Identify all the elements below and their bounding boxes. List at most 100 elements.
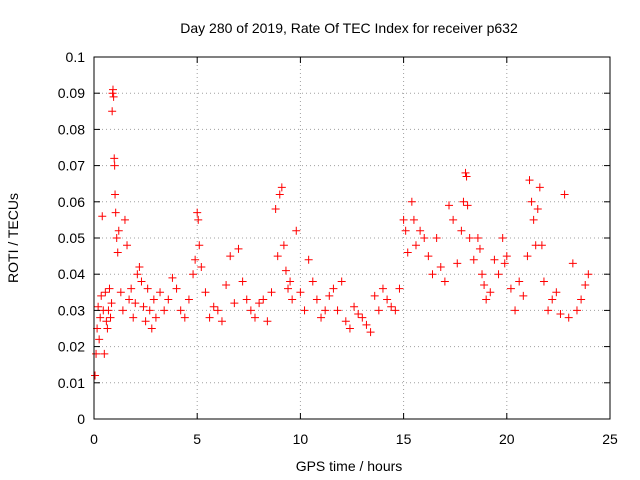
data-point — [556, 310, 565, 319]
data-point — [275, 190, 284, 199]
data-point — [92, 349, 101, 358]
data-point — [383, 295, 392, 304]
data-point — [333, 306, 342, 315]
data-point — [193, 208, 202, 217]
axis-ticks: 0 0.01 0.02 0.03 0.04 0.05 0.06 0.07 0.08 0.09 0.1… — [58, 49, 618, 447]
data-point — [465, 234, 474, 242]
data-point — [370, 291, 379, 300]
data-point — [453, 259, 462, 268]
data-point — [277, 183, 286, 192]
data-point — [581, 281, 590, 290]
data-point — [354, 310, 363, 319]
data-point — [147, 324, 156, 333]
y-tick-label: 0 — [77, 411, 85, 427]
y-tick-label: 0.09 — [58, 85, 85, 101]
data-point — [109, 92, 118, 101]
data-point — [457, 226, 466, 235]
data-point — [544, 306, 553, 315]
data-point — [102, 317, 111, 326]
data-point — [436, 262, 445, 271]
data-point — [107, 299, 116, 308]
data-point — [395, 284, 404, 293]
data-point — [97, 291, 106, 300]
data-point — [449, 215, 458, 224]
gridlines — [94, 57, 610, 419]
data-point — [498, 234, 507, 242]
data-point — [110, 161, 119, 170]
data-point — [120, 215, 129, 224]
data-point — [141, 317, 150, 326]
data-point — [288, 295, 297, 304]
data-point — [108, 85, 117, 94]
data-point — [281, 266, 290, 275]
data-point — [114, 226, 123, 235]
data-point — [527, 197, 536, 206]
x-tick-label: 10 — [293, 431, 309, 447]
data-point — [440, 277, 449, 286]
x-tick-label: 5 — [193, 431, 201, 447]
data-point — [149, 295, 158, 304]
y-tick-label: 0.1 — [66, 49, 86, 65]
x-tick-label: 25 — [602, 431, 618, 447]
data-point — [263, 317, 272, 326]
data-point — [201, 288, 210, 297]
data-point — [176, 306, 185, 315]
data-point — [564, 313, 573, 322]
data-point — [387, 302, 396, 311]
data-point — [378, 284, 387, 293]
chart-title: Day 280 of 2019, Rate Of TEC Index for r… — [180, 20, 518, 36]
y-tick-label: 0.04 — [58, 266, 85, 282]
data-point — [226, 252, 235, 261]
data-point — [101, 288, 110, 297]
data-point — [584, 270, 593, 279]
data-point — [164, 295, 173, 304]
data-point — [250, 313, 259, 322]
plot-frame — [93, 56, 611, 420]
data-point — [391, 306, 400, 315]
data-point — [156, 288, 165, 297]
data-point — [103, 324, 112, 333]
data-point — [473, 234, 482, 242]
data-point — [506, 284, 515, 293]
data-point — [95, 335, 104, 344]
data-point — [529, 215, 538, 224]
data-point — [362, 320, 371, 329]
data-point — [409, 215, 418, 224]
data-point — [537, 241, 546, 250]
data-point — [105, 284, 114, 293]
y-tick-label: 0.06 — [58, 194, 85, 210]
data-point — [106, 313, 115, 322]
data-point — [91, 371, 100, 380]
data-point — [525, 176, 534, 185]
data-point — [135, 262, 144, 271]
data-point — [480, 281, 489, 290]
data-point — [94, 302, 103, 311]
x-tick-label: 15 — [396, 431, 412, 447]
data-point — [230, 299, 239, 308]
data-point — [209, 302, 218, 311]
data-point — [143, 284, 152, 293]
data-point — [205, 313, 214, 322]
data-point — [131, 299, 140, 308]
data-point — [180, 313, 189, 322]
data-point — [475, 244, 484, 253]
data-point — [482, 295, 491, 304]
data-point — [217, 317, 226, 326]
data-point — [308, 277, 317, 286]
data-point — [502, 252, 511, 261]
data-point — [416, 226, 425, 235]
data-point — [548, 295, 557, 304]
data-point — [273, 252, 282, 261]
data-point — [110, 154, 119, 163]
data-point — [329, 284, 338, 293]
data-point — [500, 259, 509, 268]
data-point — [111, 190, 120, 199]
data-point — [374, 306, 383, 315]
data-point — [486, 288, 495, 297]
data-point — [127, 284, 136, 293]
data-point — [242, 295, 251, 304]
data-point — [137, 277, 146, 286]
data-point — [345, 324, 354, 333]
data-point — [189, 270, 198, 279]
